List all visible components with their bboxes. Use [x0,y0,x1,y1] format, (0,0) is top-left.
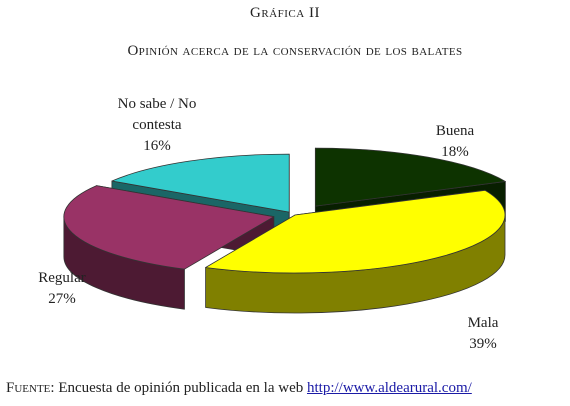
source-text: Encuesta de opinión publicada en la web [54,380,307,396]
label-layer: Buena 18% Mala 39% Regular 27% No sabe / No con… [38,96,498,352]
slice-label-regular-0: Regular [38,270,85,286]
pie-slice-mala [205,189,506,274]
slice-label-no-sabe-no-contesta-0: No sabe / No [118,96,197,112]
pie-layer [63,147,506,314]
chart-title: Opinión acerca de la conservación de los… [127,43,463,59]
pie-slice-buena [314,147,506,207]
source-prefix: Fuente: [6,380,55,396]
slice-label-mala-1: 39% [469,336,497,352]
pie-slice-regular [63,185,275,270]
slice-label-buena-1: 18% [441,144,469,160]
source-link[interactable]: http://www.aldearural.com/ [306,380,472,396]
slice-label-buena-0: Buena [436,123,475,139]
source-note: Fuente: Encuesta de opinión publicada en… [6,380,472,397]
slice-label-no-sabe-no-contesta-2: 16% [143,138,171,154]
figure-label: Gráfica II [250,5,320,21]
slice-label-regular-1: 27% [48,291,76,307]
slice-label-mala-0: Mala [468,315,499,331]
slice-label-no-sabe-no-contesta-1: contesta [132,117,181,133]
pie-slice-no-sabe-no-contesta [111,153,290,213]
